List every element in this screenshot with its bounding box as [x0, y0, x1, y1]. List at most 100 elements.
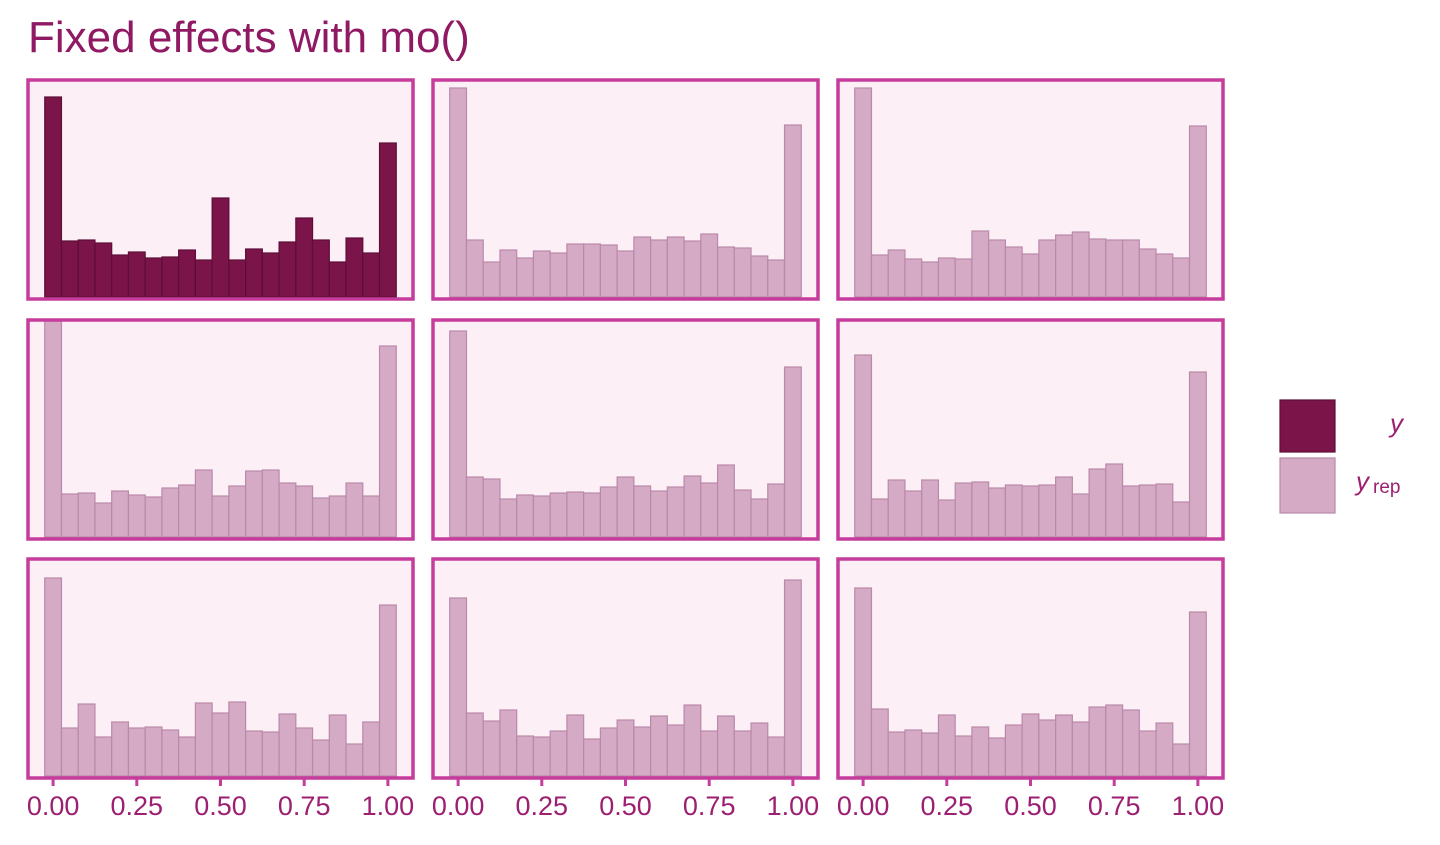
panel: [44, 577, 397, 777]
bar: [278, 482, 297, 538]
legend-label: y: [1388, 408, 1405, 438]
bar: [295, 485, 314, 538]
bar: [954, 482, 973, 538]
bar: [937, 499, 956, 538]
x-tick-label: 0.25: [516, 791, 569, 821]
x-tick-label: 0.50: [599, 791, 652, 821]
bar: [328, 495, 347, 538]
bar: [465, 712, 484, 777]
bar: [111, 721, 130, 777]
bar: [1105, 463, 1124, 538]
bar: [633, 485, 652, 538]
bar: [783, 366, 802, 538]
bar: [767, 483, 786, 538]
bar: [449, 597, 468, 777]
bar: [904, 258, 923, 298]
bar: [1004, 484, 1023, 538]
bar: [583, 243, 601, 298]
bar: [1021, 713, 1040, 777]
bar: [144, 257, 163, 298]
bar: [1188, 611, 1207, 777]
bar: [666, 236, 685, 298]
bar: [716, 715, 735, 777]
bar: [650, 715, 668, 777]
bar: [783, 124, 802, 298]
bar: [700, 482, 719, 538]
bar: [1071, 231, 1090, 298]
bar: [194, 259, 213, 298]
bar: [1038, 484, 1057, 538]
bar: [616, 719, 635, 777]
bar: [583, 738, 601, 777]
bar: [1155, 253, 1174, 298]
bar: [328, 714, 347, 777]
bar: [245, 470, 263, 538]
bar: [887, 249, 906, 298]
bar: [1038, 719, 1057, 777]
bar: [261, 252, 280, 298]
bar: [178, 736, 196, 777]
bar: [566, 243, 585, 298]
bar: [94, 242, 113, 298]
bar: [683, 240, 702, 298]
bar: [1172, 501, 1191, 538]
bar: [1138, 484, 1157, 538]
bar: [616, 250, 635, 298]
bar: [465, 476, 484, 538]
bar: [750, 722, 769, 777]
bar: [378, 345, 397, 538]
bar: [228, 259, 247, 298]
bar: [328, 261, 347, 298]
bar: [245, 248, 263, 298]
bar: [44, 96, 63, 298]
legend-subscript: rep: [1373, 477, 1400, 498]
bar: [583, 492, 601, 538]
bar: [161, 729, 180, 777]
panel-border: [836, 318, 1225, 541]
bar: [1004, 724, 1023, 777]
bar: [449, 330, 468, 538]
bar: [988, 737, 1006, 777]
bar: [261, 731, 280, 777]
bar: [887, 479, 906, 538]
bar: [228, 485, 247, 538]
bar: [362, 252, 381, 298]
bar: [161, 256, 180, 298]
legend-label: y: [1354, 466, 1371, 496]
bar: [94, 736, 113, 777]
x-tick-label: 0.75: [278, 791, 331, 821]
bar: [127, 494, 146, 538]
bar: [1172, 743, 1191, 777]
panel-border: [26, 318, 415, 541]
bar: [1004, 246, 1023, 298]
bar: [650, 239, 668, 298]
bar: [937, 257, 956, 298]
bar: [278, 241, 297, 298]
x-tick-label: 1.00: [362, 791, 415, 821]
bar: [1088, 706, 1107, 777]
bar: [532, 495, 551, 538]
bar: [77, 239, 96, 298]
bar: [228, 701, 247, 777]
bar: [516, 735, 535, 777]
bar: [1071, 721, 1090, 777]
bar: [362, 721, 381, 777]
bar: [904, 490, 923, 538]
bar: [499, 249, 518, 298]
bar: [1071, 493, 1090, 538]
bar: [971, 481, 990, 538]
bar: [870, 254, 889, 298]
bar: [1055, 476, 1073, 538]
x-tick-label: 0.75: [683, 791, 736, 821]
bar: [516, 494, 535, 538]
bar: [870, 498, 889, 538]
x-tick-label: 0.75: [1088, 791, 1141, 821]
bar: [295, 727, 314, 777]
bar: [988, 239, 1006, 298]
bar: [599, 727, 618, 777]
chart-title: Fixed effects with mo(): [28, 13, 470, 62]
x-tick-label: 1.00: [1172, 791, 1225, 821]
x-tick-label: 0.25: [921, 791, 974, 821]
bar: [449, 87, 468, 298]
bar: [482, 478, 501, 538]
